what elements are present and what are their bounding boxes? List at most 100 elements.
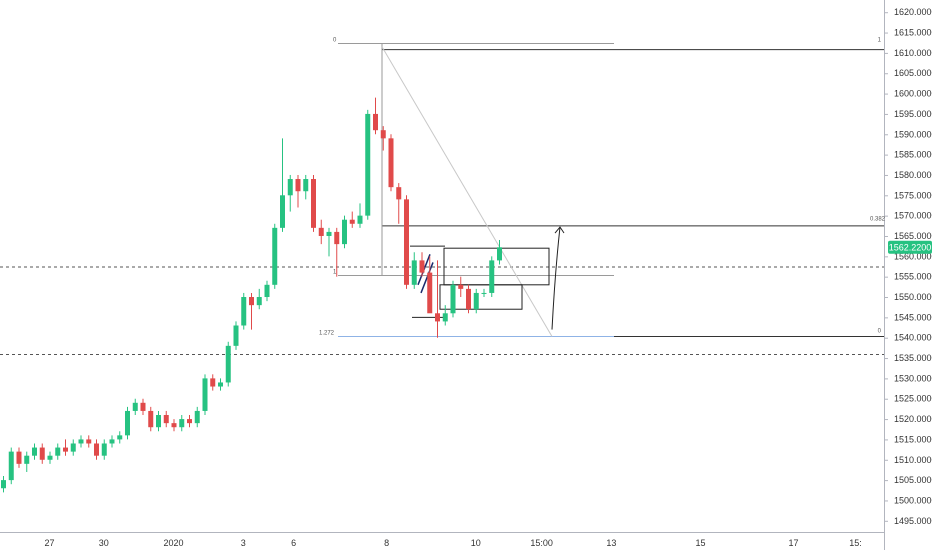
y-tick-label: 1610.0000 [894,48,932,58]
candle-body [132,402,138,411]
candle-body [117,435,123,440]
fib-label: 1.272 [319,330,335,336]
x-tick-label: 15: [849,538,862,548]
arrow-head [554,226,565,234]
candle-body [427,272,433,314]
fib-label: 1 [878,38,882,44]
candle-body [357,215,363,224]
candle-body [148,410,154,428]
y-tick-label: 1520.0000 [894,414,932,424]
candle-body [396,187,402,200]
candle-body [287,179,293,196]
candle-body [94,443,99,456]
trend-line [381,46,553,337]
last-price-badge-bg [888,240,932,254]
y-tick-label: 1535.0000 [894,353,932,363]
candle-body [225,345,231,383]
x-axis-ticks: 27 30 2020 3 6 8 10 15:00 13 15 17 15: [44,538,861,548]
y-tick-label: 1525.0000 [894,394,932,404]
candle-body [334,231,340,245]
candle-body [442,313,448,322]
x-tick-label: 27 [44,538,54,548]
candle-body [466,288,471,310]
candle-body [101,443,107,456]
candle-body [256,297,262,306]
last-price-label: 1562.2200 [889,242,932,252]
y-tick-label: 1500.0000 [894,495,932,505]
y-tick-label: 1495.0000 [894,516,932,526]
candle-body [473,292,479,310]
candle-body [156,415,161,428]
y-tick-label: 1620.0000 [894,7,932,17]
fib-label: 0 [878,328,882,334]
candle-body [63,447,68,452]
candle-body [32,447,37,456]
candle-body [241,297,247,326]
y-tick-label: 1505.0000 [894,475,932,485]
candle-body [171,423,177,428]
candle-body [373,113,378,131]
x-tick-label: 8 [384,538,389,548]
y-tick-label: 1575.0000 [894,190,932,200]
y-tick-label: 1550.0000 [894,292,932,302]
flag-line [420,262,434,294]
candle-body [1,480,6,489]
candle-body [349,219,355,224]
x-tick-label: 6 [291,538,296,548]
y-tick-label: 1585.0000 [894,150,932,160]
fib-label: 1 [333,269,337,275]
y-tick-label: 1515.0000 [894,434,932,444]
candle-body [388,138,394,188]
x-tick-label: 13 [606,538,616,548]
drawings [338,43,884,337]
candle-body [489,260,495,293]
candle-body [411,260,417,285]
y-tick-label: 1595.0000 [894,109,932,119]
candle-body [311,179,316,228]
candle-body [450,284,456,314]
candle-body [435,313,440,322]
candle-body [272,227,278,285]
candles [1,97,502,493]
y-tick-label: 1545.0000 [894,312,932,322]
x-tick-label: 10 [471,538,481,548]
y-tick-label: 1605.0000 [894,68,932,78]
candle-body [179,419,185,428]
candle-body [70,443,76,452]
y-tick-label: 1590.0000 [894,129,932,139]
candle-body [24,455,30,464]
x-tick-label: 2020 [163,538,183,548]
x-tick-label: 15 [695,538,705,548]
candle-body [8,451,14,481]
candle-body [47,455,53,460]
candle-body [140,402,146,411]
y-tick-label: 1580.0000 [894,170,932,180]
candle-body [342,219,347,245]
candle-body [187,419,192,424]
candle-body [264,284,270,298]
y-tick-label: 1615.0000 [894,28,932,38]
x-tick-label: 3 [241,538,246,548]
candle-body [218,382,223,387]
x-tick-label: 15:00 [530,538,553,548]
candle-body [163,415,169,424]
candle-body [194,410,200,424]
candle-body [202,378,208,411]
candle-body [365,113,371,216]
candle-body [39,447,45,460]
y-tick-label: 1565.0000 [894,231,932,241]
candle-body [303,179,309,192]
candle-body [404,199,409,285]
candle-body [497,247,502,261]
candle-body [419,260,425,273]
candle-body [125,410,130,436]
candle-body [326,231,332,236]
candle-body [249,297,254,306]
candle-body [109,439,115,444]
fib-labels: 0 1 0.382 0 1 1.272 [319,38,886,337]
x-tick-label: 17 [788,538,798,548]
y-tick-label: 1570.0000 [894,211,932,221]
range-box [439,284,523,310]
y-tick-label: 1600.0000 [894,89,932,99]
last-price-badge: 1562.2200 [888,240,932,254]
